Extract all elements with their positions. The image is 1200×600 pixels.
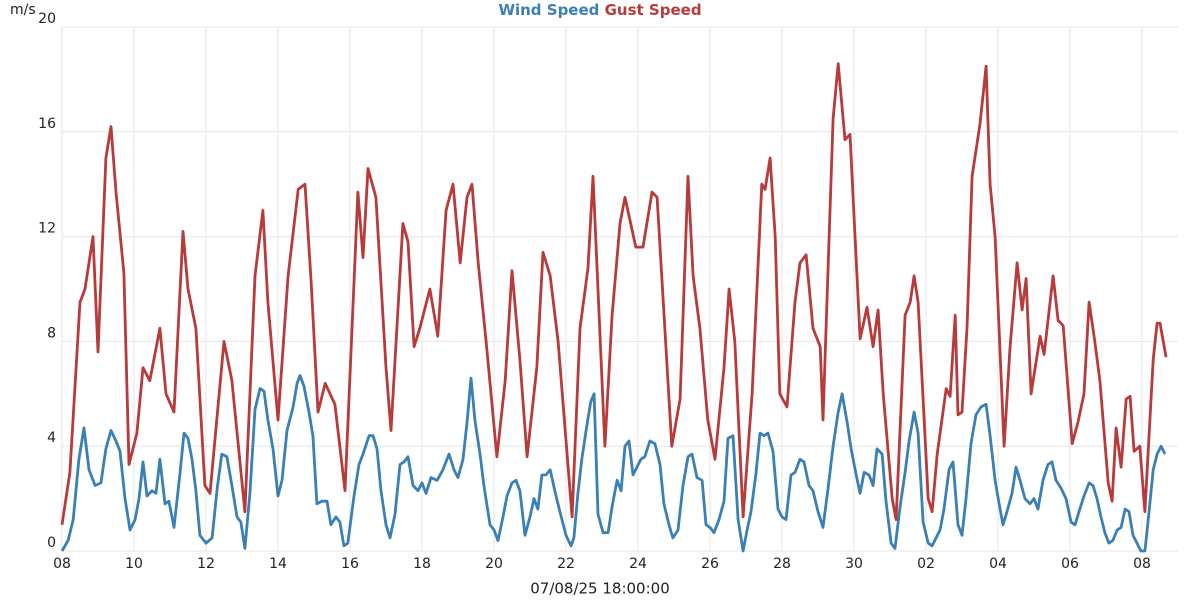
x-tick-label: 16 [341,556,359,572]
x-tick-label: 28 [773,556,791,572]
y-tick-label: 8 [47,325,56,341]
x-tick-label: 26 [701,556,719,572]
y-tick-label: 12 [38,221,56,237]
x-tick-label: 06 [1061,556,1079,572]
series-line [60,62,1168,526]
y-unit: m/s [10,2,36,18]
series-line [60,374,1167,553]
x-tick-label: 04 [989,556,1007,572]
x-tick-label: 20 [485,556,503,572]
legend-entry: Gust Speed [605,1,702,19]
x-tick-label: 18 [413,556,431,572]
y-tick-label: 0 [47,535,56,551]
x-axis-label: 07/08/25 18:00:00 [530,580,670,598]
x-tick-label: 10 [125,556,143,572]
x-tick-label: 14 [269,556,287,572]
legend-entry: Wind Speed [498,1,599,19]
x-tick-label: 08 [1133,556,1151,572]
x-tick-label: 30 [845,556,863,572]
x-tick-label: 24 [629,556,647,572]
y-tick-label: 16 [38,116,56,132]
x-tick-label: 08 [53,556,71,572]
y-tick-label: 4 [47,430,56,446]
x-tick-label: 02 [917,556,935,572]
x-tick-label: 22 [557,556,575,572]
y-tick-label: 20 [38,11,56,27]
x-tick-label: 12 [197,556,215,572]
legend: Wind Speed Gust Speed [498,1,701,19]
